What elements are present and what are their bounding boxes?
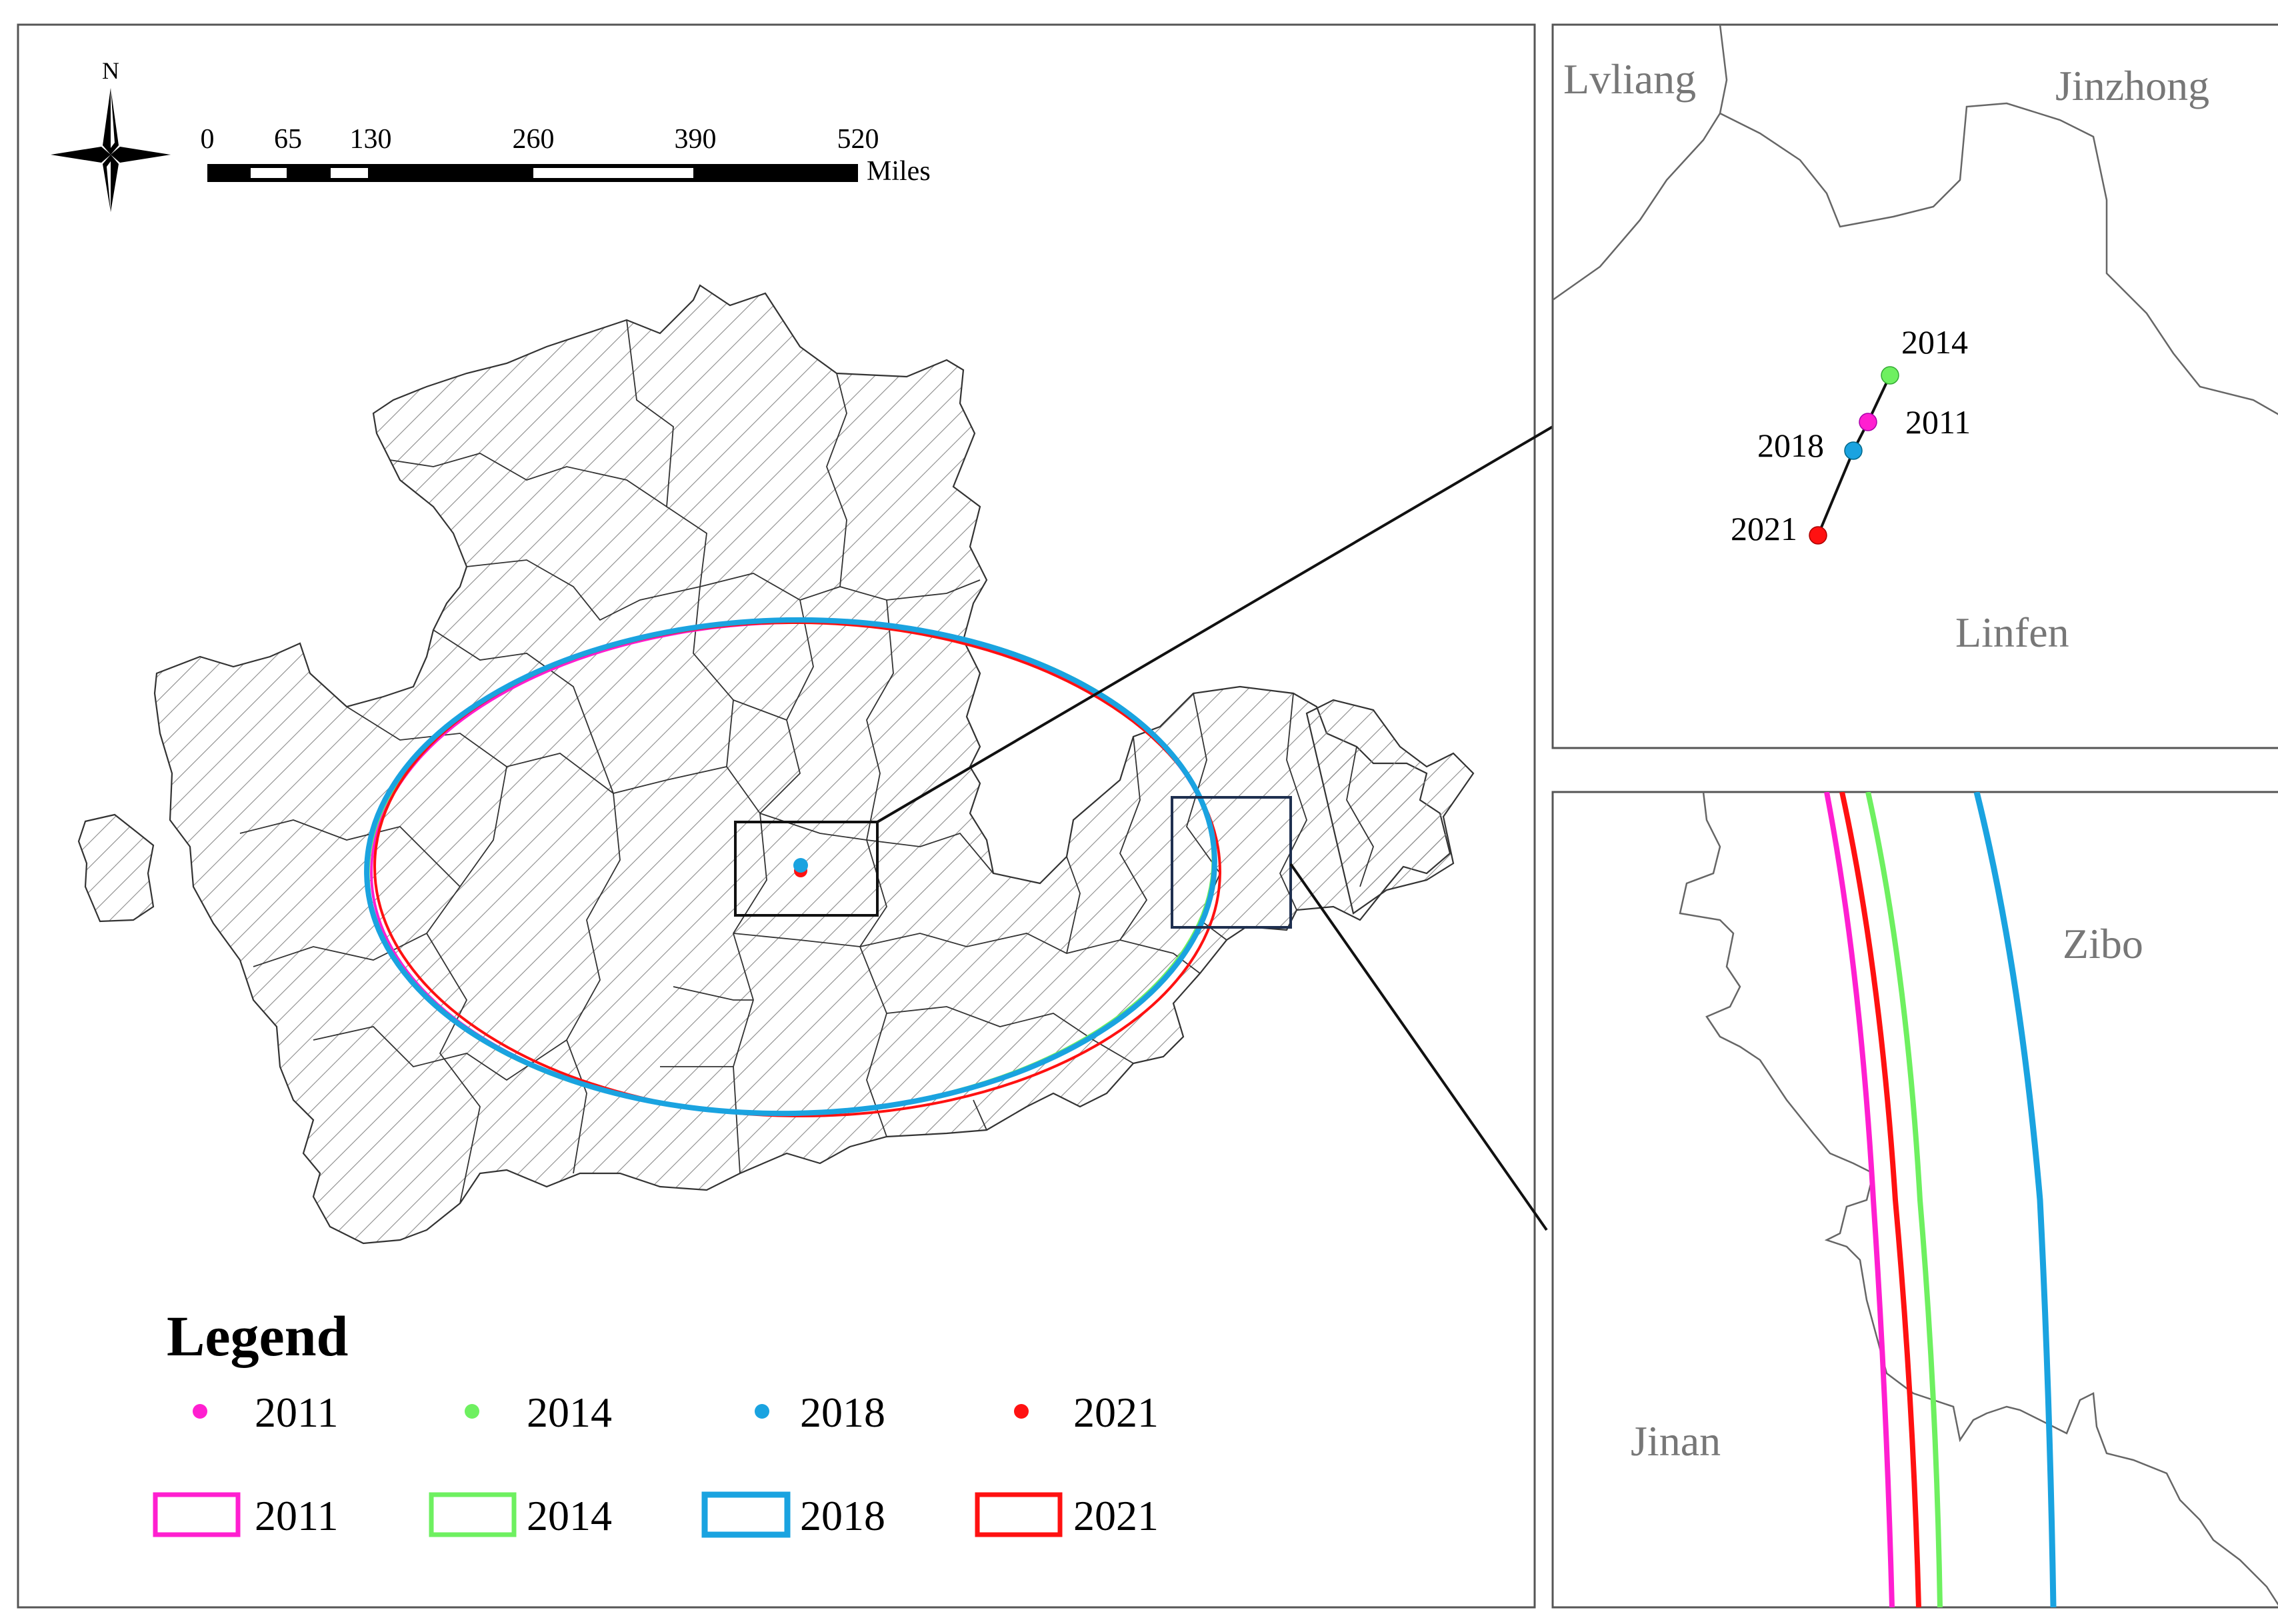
legend-point-2014-label: 2014 xyxy=(527,1389,612,1436)
legend-point-2018-icon xyxy=(755,1404,769,1419)
boundary-lvliang-linfen xyxy=(1553,25,1728,301)
legend-ellipse-2018-label: 2018 xyxy=(800,1492,885,1539)
legend-ellipse-2014-icon xyxy=(429,1492,517,1537)
ellipse-arc-2011 xyxy=(1824,792,1895,1607)
north-arrow: N xyxy=(51,57,171,212)
ellipse-2018 xyxy=(364,617,1217,1117)
leader-line-bottom xyxy=(1289,863,1548,1231)
centroid-trajectory xyxy=(1817,375,1891,536)
scale-bar: 0 65 130 260 390 520 Miles xyxy=(201,124,931,187)
legend-title: Legend xyxy=(167,1304,348,1368)
legend-ellipse-2021-label: 2021 xyxy=(1073,1492,1159,1539)
legend-ellipse-2021-icon xyxy=(975,1492,1063,1537)
region-west-exclave xyxy=(77,813,155,923)
legend-point-2021-label: 2021 xyxy=(1073,1389,1159,1436)
centroid-2021 xyxy=(1809,526,1827,545)
centroid-2018 xyxy=(1844,441,1863,460)
scale-tick-4: 390 xyxy=(675,124,717,155)
centroid-label-2014: 2014 xyxy=(1901,323,1968,361)
legend-point-2011-label: 2011 xyxy=(255,1389,339,1436)
region-east-outline xyxy=(1305,699,1475,915)
boundary-lvliang-jinzhong xyxy=(1719,102,2278,415)
north-label: N xyxy=(102,57,119,84)
ellipses xyxy=(364,617,1221,1118)
legend: Legend 2011 2014 2018 2021 2011 2014 201… xyxy=(153,1304,1159,1539)
legend-ellipse-2018-icon xyxy=(701,1491,791,1538)
legend-point-2014-icon xyxy=(465,1404,479,1419)
centroid-2011 xyxy=(1859,413,1877,431)
scale-tick-1: 65 xyxy=(274,124,302,155)
legend-point-2018-label: 2018 xyxy=(800,1389,885,1436)
ellipse-arc-2014 xyxy=(1865,792,1943,1607)
inset-bottom: Zibo Jinan xyxy=(1551,791,2278,1609)
zoom-box-east xyxy=(1171,796,1292,929)
boundary-jinan-zibo xyxy=(1679,792,2278,1606)
centroid-label-2018: 2018 xyxy=(1757,427,1824,464)
scale-tick-2: 130 xyxy=(350,124,392,155)
scale-unit: Miles xyxy=(867,156,931,187)
centroid-2018-main xyxy=(793,858,808,873)
region-label-linfen: Linfen xyxy=(1955,609,2069,656)
inset-top-frame xyxy=(1551,23,2278,749)
legend-point-2011-icon xyxy=(193,1404,207,1419)
legend-ellipse-2011-icon xyxy=(153,1492,241,1537)
scale-tick-3: 260 xyxy=(513,124,555,155)
zoom-box-center xyxy=(734,821,879,917)
legend-point-2021-icon xyxy=(1014,1404,1029,1419)
region-label-jinzhong: Jinzhong xyxy=(2055,62,2209,109)
leader-line-top xyxy=(876,425,1554,823)
legend-ellipse-2014-label: 2014 xyxy=(527,1492,612,1539)
ellipse-arc-2018 xyxy=(1973,792,2057,1607)
region-label-lvliang: Lvliang xyxy=(1563,55,1696,103)
legend-ellipse-2011-label: 2011 xyxy=(255,1492,339,1539)
inset-top: Lvliang Jinzhong Linfen 2014 2011 2018 2… xyxy=(1551,23,2278,749)
ellipse-arc-2021 xyxy=(1839,792,1921,1607)
ellipse-2021 xyxy=(373,621,1221,1118)
centroid-label-2021: 2021 xyxy=(1731,510,1797,547)
scale-tick-0: 0 xyxy=(201,124,215,155)
centroid-2014 xyxy=(1881,366,1899,385)
scale-tick-5: 520 xyxy=(837,124,879,155)
centroid-label-2011: 2011 xyxy=(1905,403,1971,441)
region-label-zibo: Zibo xyxy=(2063,920,2143,967)
region-label-jinan: Jinan xyxy=(1631,1417,1721,1465)
study-region xyxy=(77,284,1475,1245)
